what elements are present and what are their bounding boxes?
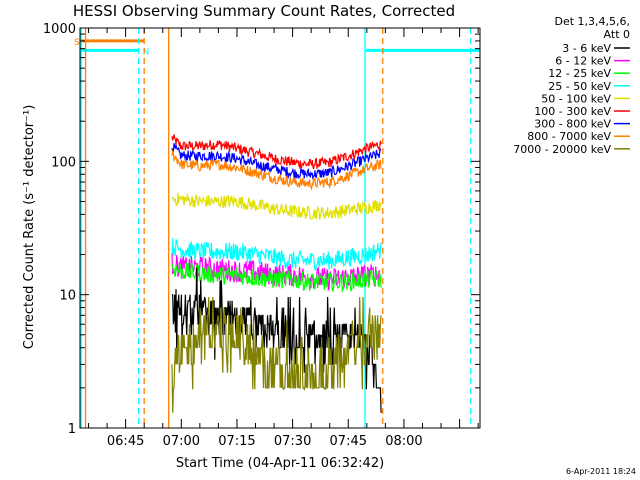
x-tick-label: 07:15: [218, 434, 255, 449]
series-7: [171, 262, 382, 294]
chart-lines-layer: SN: [74, 38, 480, 57]
x-tick-label: 07:45: [330, 434, 367, 449]
series-9: [171, 296, 382, 413]
flag-label-s: S: [74, 38, 80, 48]
chart-vlines-layer: [80, 28, 472, 428]
y-tick-label: 10: [59, 289, 76, 304]
x-tick-label: 06:45: [107, 434, 144, 449]
timestamp: 6-Apr-2011 18:24: [566, 467, 636, 476]
y-axis-label: Corrected Count Rate (s⁻¹ detector⁻¹): [22, 105, 37, 350]
x-tick-label: 07:30: [274, 434, 311, 449]
legend-entry-7: 300 - 800 keV: [534, 118, 611, 131]
legend-entry-2: 6 - 12 keV: [555, 55, 611, 68]
x-tick-label: 08:00: [385, 434, 422, 449]
legend-entry-3: 12 - 25 keV: [548, 67, 611, 80]
chart-title: HESSI Observing Summary Count Rates, Cor…: [73, 2, 455, 20]
legend-header-2: Att 0: [604, 28, 630, 41]
y-tick-label: 1000: [43, 22, 76, 37]
chart-axes-layer: 1 10 100 1000 06:45 07:00 07:15 07:30 07:45 08:00: [43, 22, 481, 449]
legend-entry-6: 100 - 300 keV: [534, 105, 611, 118]
legend-entry-9: 7000 - 20000 keV: [513, 143, 611, 156]
series-2: [171, 142, 382, 180]
y-tick-label: 1: [68, 422, 76, 437]
legend-entry-4: 25 - 50 keV: [548, 80, 611, 93]
legend-header-1: Det 1,3,4,5,6,: [554, 15, 630, 28]
x-axis-label: Start Time (04-Apr-11 06:32:42): [176, 456, 384, 471]
plot-frame: [79, 27, 481, 429]
legend-entry-5: 50 - 100 keV: [541, 92, 611, 105]
flag-label-n: N: [143, 47, 150, 57]
series-5: [171, 238, 382, 271]
y-tick-label: 100: [51, 155, 76, 170]
chart-series-layer: [171, 134, 382, 413]
series-4: [171, 192, 382, 220]
x-tick-label: 07:00: [163, 434, 200, 449]
legend-entry-1: 3 - 6 keV: [562, 42, 611, 55]
series-3: [171, 149, 382, 191]
series-1: [171, 134, 382, 171]
legend-entry-8: 800 - 7000 keV: [527, 130, 611, 143]
series-8: [172, 267, 382, 413]
